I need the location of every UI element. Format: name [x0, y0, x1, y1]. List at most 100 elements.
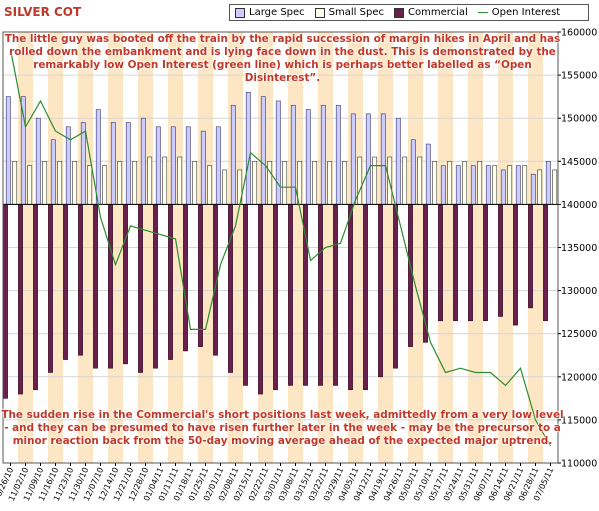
bar-commercial — [153, 204, 158, 369]
bar-small-spec — [87, 165, 93, 205]
bar-series — [3, 92, 558, 399]
legend-swatch-large-spec — [235, 7, 245, 18]
bar-large-spec — [545, 161, 551, 205]
bar-small-spec — [522, 165, 528, 205]
bar-small-spec — [267, 161, 273, 205]
bar-commercial — [513, 204, 518, 326]
bar-commercial — [468, 204, 473, 322]
bar-commercial — [363, 204, 368, 391]
bar-small-spec — [192, 161, 198, 205]
bar-large-spec — [215, 126, 221, 205]
legend-label-large-spec: Large Spec — [249, 7, 305, 18]
right-axis-ticks: 110000 115000 120000 125000 130000 135000 1400… — [558, 28, 597, 470]
bar-commercial — [393, 204, 398, 369]
bar-commercial — [348, 204, 353, 391]
bar-large-spec — [230, 104, 236, 205]
bar-large-spec — [35, 117, 41, 205]
legend-swatch-commercial — [393, 7, 404, 18]
annotation-bottom: The sudden rise in the Commercial's shor… — [1, 409, 564, 447]
bar-large-spec — [275, 100, 281, 205]
bar-large-spec — [470, 165, 476, 205]
bar-large-spec — [530, 173, 536, 205]
bar-small-spec — [222, 169, 228, 205]
bar-large-spec — [410, 139, 416, 205]
bar-small-spec — [357, 156, 363, 205]
bar-small-spec — [42, 161, 48, 205]
legend-label-small-spec: Small Spec — [328, 7, 384, 18]
bar-large-spec — [500, 169, 506, 205]
legend-item-open-interest: Open Interest — [477, 7, 561, 18]
bar-large-spec — [425, 143, 431, 205]
bar-large-spec — [515, 165, 521, 205]
bar-small-spec — [147, 156, 153, 205]
bar-large-spec — [80, 122, 86, 205]
bar-large-spec — [350, 113, 356, 205]
bar-large-spec — [5, 96, 11, 205]
bar-large-spec — [200, 130, 206, 205]
bar-small-spec — [477, 161, 483, 205]
bar-large-spec — [380, 113, 386, 205]
bar-commercial — [228, 204, 233, 373]
bar-commercial — [93, 204, 98, 369]
right-axis-tick-label: 155000 — [561, 71, 597, 82]
bar-large-spec — [305, 109, 311, 205]
bar-small-spec — [492, 165, 498, 205]
x-axis-ticks: 10/26/1011/02/1011/09/1011/16/1011/23/10… — [0, 463, 555, 502]
bar-small-spec — [57, 161, 63, 205]
bar-large-spec — [50, 139, 56, 205]
bar-large-spec — [395, 117, 401, 205]
bar-large-spec — [110, 122, 116, 205]
bar-commercial — [333, 204, 338, 386]
right-axis-tick-label: 130000 — [561, 286, 597, 297]
bar-small-spec — [252, 161, 258, 205]
bar-commercial — [273, 204, 278, 391]
bar-commercial — [108, 204, 113, 369]
legend-label-open-interest: Open Interest — [491, 7, 561, 18]
bar-small-spec — [177, 156, 183, 205]
bar-commercial — [483, 204, 488, 322]
bar-commercial — [318, 204, 323, 386]
bar-large-spec — [365, 113, 371, 205]
bar-small-spec — [372, 156, 378, 205]
bar-large-spec — [155, 126, 161, 205]
bar-small-spec — [507, 165, 513, 205]
bar-small-spec — [402, 156, 408, 205]
bar-commercial — [543, 204, 548, 322]
right-axis-tick-label: 115000 — [561, 415, 597, 426]
open-interest-line — [9, 49, 552, 447]
bar-commercial — [408, 204, 413, 347]
right-axis-tick-label: 150000 — [561, 114, 597, 125]
bar-large-spec — [260, 96, 266, 205]
bar-small-spec — [312, 161, 318, 205]
bar-commercial — [3, 204, 8, 399]
bar-small-spec — [417, 156, 423, 205]
legend-swatch-small-spec — [314, 7, 325, 18]
bar-small-spec — [162, 156, 168, 205]
bar-commercial — [528, 204, 533, 309]
bar-commercial — [378, 204, 383, 378]
bar-large-spec — [185, 126, 191, 205]
chart-title: SILVER COT — [4, 5, 82, 19]
bar-large-spec — [95, 109, 101, 205]
bar-commercial — [183, 204, 188, 352]
bar-small-spec — [282, 161, 288, 205]
bar-small-spec — [72, 161, 78, 205]
bar-small-spec — [207, 165, 213, 205]
bar-large-spec — [485, 165, 491, 205]
bar-large-spec — [335, 104, 341, 205]
bar-commercial — [498, 204, 503, 317]
bar-commercial — [288, 204, 293, 386]
bar-large-spec — [245, 92, 251, 205]
bar-commercial — [243, 204, 248, 386]
bar-large-spec — [125, 122, 131, 205]
bar-small-spec — [27, 165, 33, 205]
bar-large-spec — [320, 104, 326, 205]
bar-commercial — [258, 204, 263, 395]
legend-line-open-interest — [477, 12, 488, 13]
right-axis-tick-label: 160000 — [561, 28, 597, 39]
bar-commercial — [438, 204, 443, 322]
legend-item-large-spec: Large Spec — [235, 7, 305, 18]
bar-large-spec — [140, 117, 146, 205]
bar-commercial — [48, 204, 53, 373]
